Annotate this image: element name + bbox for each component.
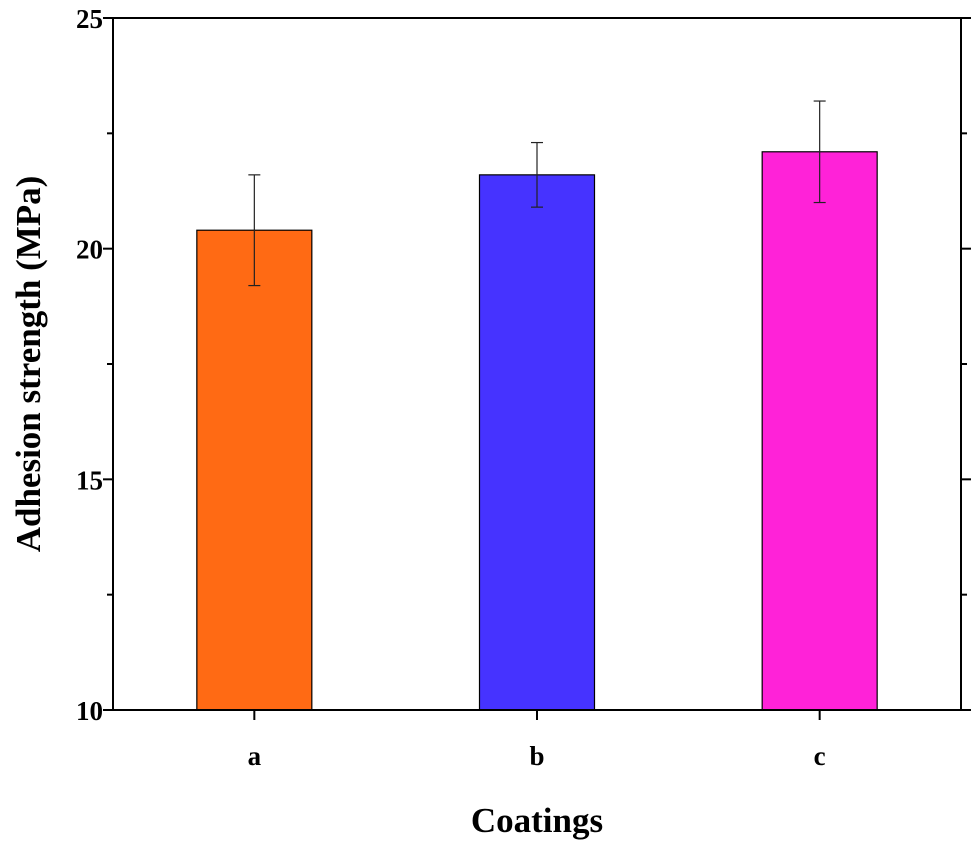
x-tick-label-a: a — [248, 741, 262, 771]
bar-a — [196, 229, 313, 711]
error-bar-c — [813, 100, 826, 204]
bar-b — [478, 174, 596, 711]
y-tick-labels: 10 15 20 25 — [76, 4, 103, 726]
error-bar-a — [248, 174, 261, 287]
y-tick-label-10: 10 — [76, 696, 103, 726]
x-axis-title: Coatings — [471, 801, 603, 840]
x-tick-label-c: c — [814, 741, 826, 771]
y-tick-label-20: 20 — [76, 235, 103, 265]
y-axis-title: Adhesion strength (MPa) — [9, 176, 48, 553]
ticks-layer — [103, 17, 971, 720]
bar-c — [761, 151, 878, 711]
y-tick-label-25: 25 — [76, 4, 103, 34]
bars-layer — [196, 151, 878, 711]
x-tick-labels: a b c — [248, 741, 826, 771]
error-bar-b — [531, 141, 543, 208]
error-bars-layer — [248, 100, 826, 287]
y-tick-label-15: 15 — [76, 465, 103, 495]
x-tick-label-b: b — [529, 741, 544, 771]
